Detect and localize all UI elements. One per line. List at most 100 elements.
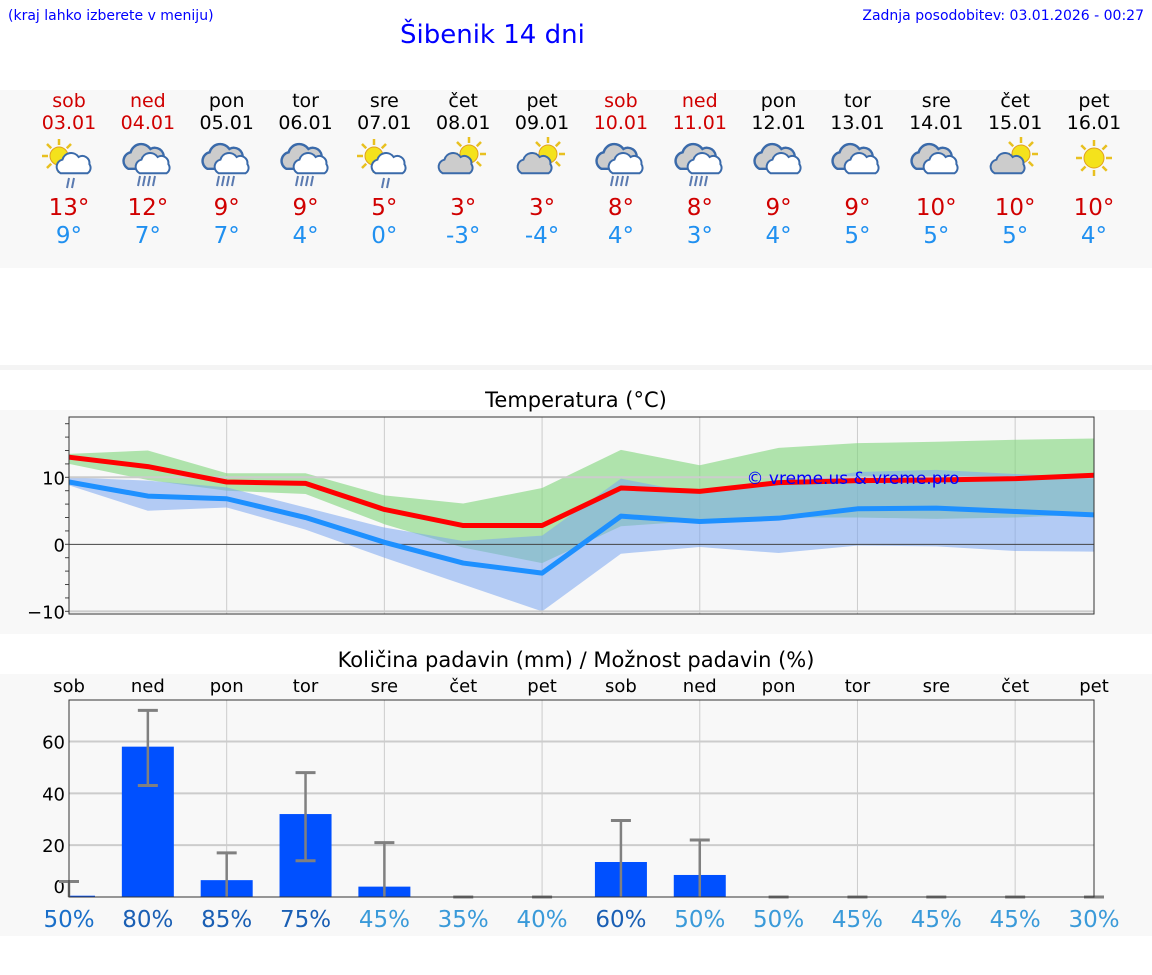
- min-temp: 4°: [765, 223, 792, 249]
- min-temp-line: [68, 479, 1095, 576]
- day-date: 05.01: [199, 112, 254, 134]
- max-temp: 5°: [371, 195, 398, 221]
- day-name: čet: [448, 90, 479, 112]
- day-label: pet: [1079, 676, 1109, 697]
- day-forecast: pon 12.01 9° 4°: [739, 90, 819, 250]
- daily-forecast-panel: sob 03.01 13° 9° ned 04.01 12° 7° pon 05.0…: [0, 90, 1152, 268]
- min-temp: 4°: [292, 223, 319, 249]
- day-name: pon: [208, 90, 245, 112]
- day-forecast: pet 16.01 10° 4°: [1054, 90, 1134, 250]
- day-date: 13.01: [830, 112, 885, 134]
- precip-probability: 50%: [43, 907, 94, 933]
- precipitation-chart: 60 40 20 0 sob 50% ned 80% pon 85% tor 75% sre 45% čet…: [42, 676, 1119, 933]
- location-hint: (kraj lahko izberete v meniju): [8, 8, 214, 24]
- day-label: pon: [762, 676, 796, 697]
- y-tick-label: 40: [42, 784, 65, 805]
- day-name: pet: [526, 90, 558, 112]
- max-temp: 10°: [1073, 195, 1115, 221]
- max-temp: 9°: [765, 195, 792, 221]
- day-name: sob: [52, 90, 86, 112]
- min-temp: 9°: [55, 223, 83, 249]
- precip-probability: 45%: [990, 907, 1041, 933]
- day-label: pon: [210, 676, 244, 697]
- day-forecast: sob 10.01 8° 4°: [581, 90, 661, 250]
- precip-bar: [69, 895, 95, 897]
- day-label: sob: [53, 676, 85, 697]
- min-temp: 4°: [1080, 223, 1108, 249]
- day-date: 15.01: [987, 112, 1043, 134]
- precip-probability: 85%: [201, 907, 252, 933]
- min-temp: 4°: [607, 223, 634, 249]
- day-date: 12.01: [751, 112, 806, 134]
- temperature-chart-title: Temperatura (°C): [485, 388, 667, 412]
- precip-probability: 45%: [359, 907, 410, 933]
- max-temp: 3°: [450, 195, 477, 221]
- day-forecast: sre 07.01 5° 0°: [344, 90, 424, 250]
- sun-cloud-rain-icon: [344, 134, 424, 194]
- day-forecast: pon 05.01 9° 7°: [187, 90, 267, 250]
- day-forecast: ned 11.01 8° 3°: [660, 90, 740, 250]
- precip-probability: 75%: [280, 907, 331, 933]
- y-tick-label: 0: [54, 535, 65, 556]
- cloud-rain-icon: [581, 134, 661, 194]
- min-temp: -4°: [524, 223, 560, 249]
- day-label: sob: [605, 676, 637, 697]
- cloud-rain-icon: [660, 134, 740, 194]
- day-name: ned: [681, 90, 718, 112]
- partly-cloudy-icon: [975, 134, 1055, 194]
- sunny-icon: [1054, 134, 1134, 194]
- min-temp: 5°: [1002, 223, 1029, 249]
- day-date: 06.01: [278, 112, 333, 134]
- day-name: sre: [369, 90, 399, 112]
- max-temp: 8°: [686, 195, 713, 221]
- day-date: 11.01: [672, 112, 727, 134]
- partly-cloudy-icon: [502, 134, 582, 194]
- min-temp: 7°: [213, 223, 240, 249]
- max-temp: 12°: [127, 195, 169, 221]
- day-forecast: tor 06.01 9° 4°: [266, 90, 346, 250]
- day-label: sre: [923, 676, 950, 697]
- cloudy-icon: [817, 134, 897, 194]
- partly-cloudy-icon: [423, 134, 503, 194]
- precip-probability: 45%: [911, 907, 962, 933]
- min-temp: 5°: [923, 223, 950, 249]
- min-temp: 0°: [371, 223, 398, 249]
- day-date: 07.01: [357, 112, 412, 134]
- precip-probability: 35%: [438, 907, 489, 933]
- cloudy-icon: [896, 134, 976, 194]
- plot-area: [69, 700, 1094, 897]
- day-forecast: tor 13.01 9° 5°: [817, 90, 897, 250]
- cloud-rain-icon: [187, 134, 267, 194]
- precipitation-chart-title: Količina padavin (mm) / Možnost padavin …: [337, 648, 815, 672]
- day-label: ned: [131, 676, 165, 697]
- max-temp-line: [68, 454, 1095, 529]
- day-label: tor: [293, 676, 319, 697]
- day-forecast: čet 08.01 3° -3°: [423, 90, 503, 250]
- day-name: pon: [760, 90, 797, 112]
- day-label: ned: [683, 676, 717, 697]
- day-date: 09.01: [514, 112, 570, 134]
- precip-probability: 50%: [674, 907, 725, 933]
- day-name: čet: [1000, 90, 1030, 112]
- max-temp: 3°: [528, 195, 556, 221]
- y-tick-label: 10: [42, 468, 65, 489]
- day-label: sre: [371, 676, 398, 697]
- page-title: Šibenik 14 dni: [400, 20, 585, 50]
- min-temp: 7°: [134, 223, 161, 249]
- plot-frame: [68, 699, 1095, 898]
- temperature-chart: 10 0 −10 © vreme.us & vreme.pro: [27, 416, 1095, 623]
- max-temp: 10°: [915, 195, 957, 221]
- cloud-rain-icon: [266, 134, 346, 194]
- day-date: 03.01: [41, 112, 97, 134]
- day-name: sob: [604, 90, 638, 112]
- day-date: 16.01: [1066, 112, 1122, 134]
- day-forecast: sob 03.01 13° 9°: [29, 90, 109, 250]
- max-temp: 10°: [994, 195, 1036, 221]
- precip-probability: 30%: [1068, 907, 1119, 933]
- sun-cloud-rain-icon: [29, 134, 109, 194]
- cloud-rain-icon: [108, 134, 188, 194]
- min-temp: -3°: [446, 223, 481, 249]
- precip-probability: 80%: [122, 907, 173, 933]
- plot-frame: [68, 416, 1095, 615]
- day-name: tor: [844, 90, 871, 112]
